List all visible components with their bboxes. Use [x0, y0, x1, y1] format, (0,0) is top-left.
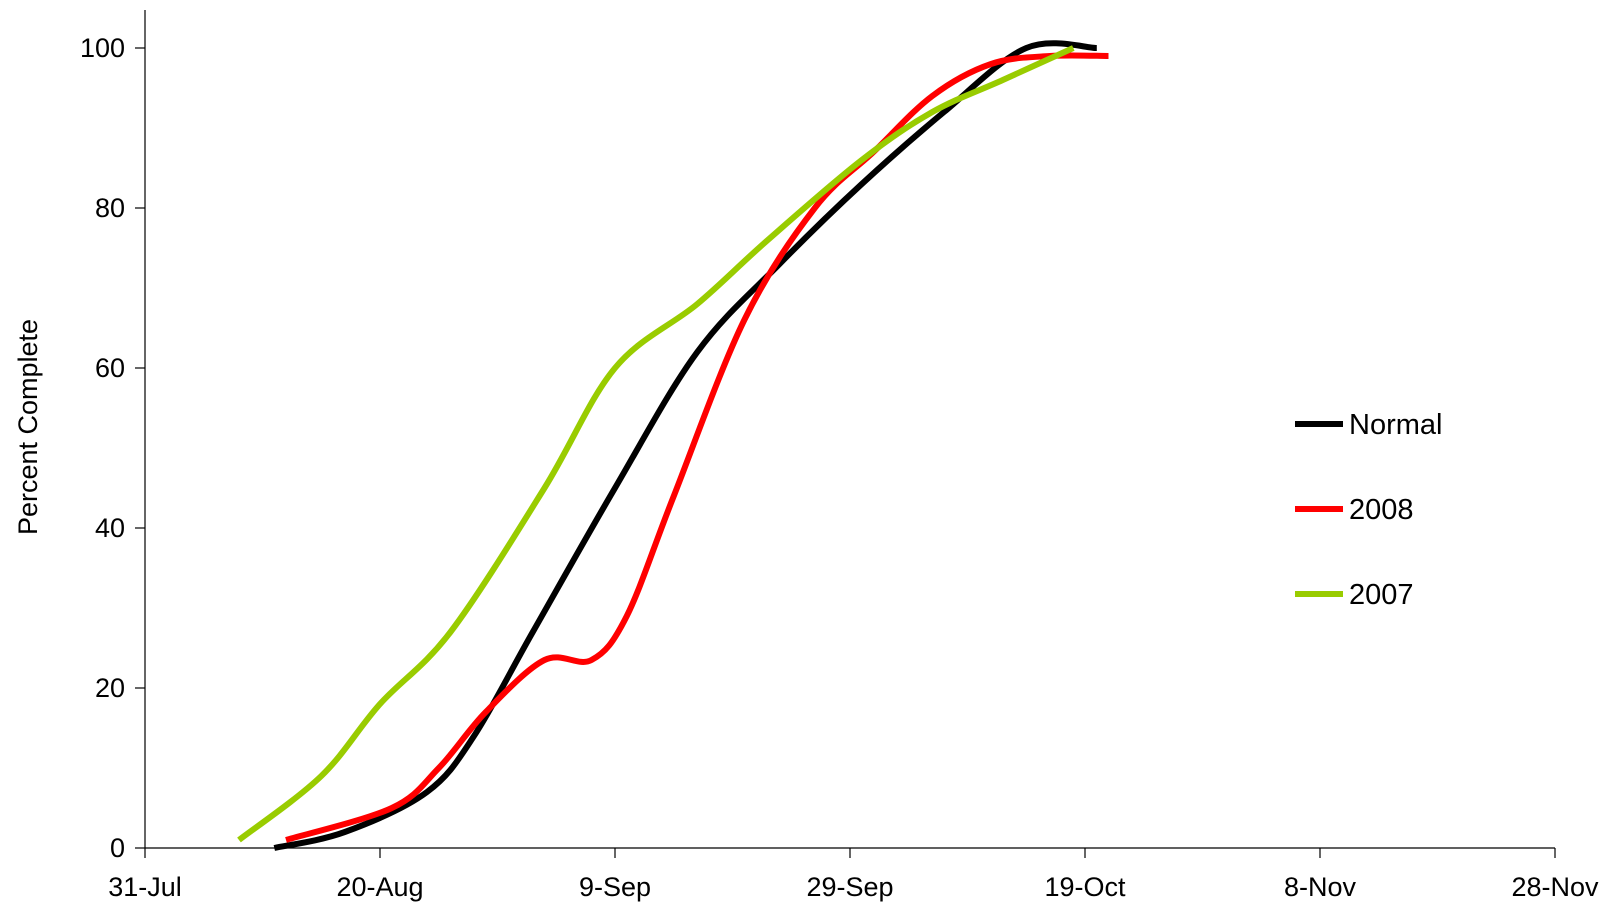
legend-label-2008: 2008: [1349, 494, 1414, 526]
x-tick-label: 28-Nov: [1511, 872, 1599, 902]
x-tick-label: 19-Oct: [1044, 872, 1126, 902]
legend-item-2008: 2008: [1295, 494, 1414, 526]
x-tick-label: 8-Nov: [1284, 872, 1357, 902]
y-tick-label: 0: [110, 833, 125, 863]
x-tick-label: 31-Jul: [108, 872, 182, 902]
y-tick-label: 40: [95, 513, 125, 543]
legend-label-2007: 2007: [1349, 579, 1414, 611]
legend-item-normal: Normal: [1295, 409, 1442, 441]
x-tick-label: 29-Sep: [806, 872, 893, 902]
legend-item-2007: 2007: [1295, 579, 1414, 611]
series-line-2008: [285, 52, 1109, 843]
legend: Normal 2008 2007: [1295, 409, 1442, 611]
x-tick-label: 9-Sep: [579, 872, 651, 902]
y-tick-label: 80: [95, 193, 125, 223]
series-line-normal: [273, 40, 1097, 851]
y-axis-title: Percent Complete: [13, 319, 43, 535]
legend-label-normal: Normal: [1349, 409, 1442, 441]
y-axis-ticks: 0 20 40 60 80 100: [80, 33, 145, 863]
y-tick-label: 60: [95, 353, 125, 383]
y-tick-label: 100: [80, 33, 125, 63]
x-axis-ticks: 31-Jul 20-Aug 9-Sep 29-Sep 19-Oct 8-Nov 28-Nov: [108, 848, 1599, 902]
series-lines: [237, 40, 1109, 851]
y-tick-label: 20: [95, 673, 125, 703]
x-tick-label: 20-Aug: [336, 872, 423, 902]
series-line-2007: [237, 45, 1075, 843]
